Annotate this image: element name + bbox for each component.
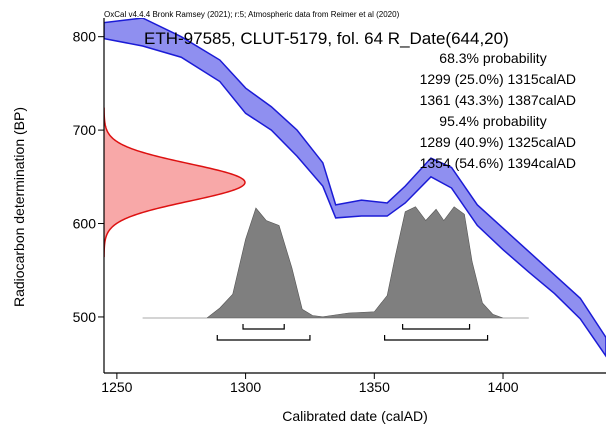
chart-header: OxCal v4.4.4 Bronk Ramsey (2021); r:5; A… [104,10,400,19]
y-tick-label: 500 [73,309,97,325]
y-tick-label: 600 [73,216,97,232]
x-axis-label: Calibrated date (calAD) [282,408,428,424]
x-tick-label: 1250 [101,379,132,395]
probability-line: 68.3% probability [439,50,546,66]
axis-ticks: 1250 1300 1350 1400 500 600 700 800 [73,29,519,395]
y-axis-label: Radiocarbon determination (BP) [11,107,27,307]
probability-line: 95.4% probability [439,113,546,129]
probability-range-bars [216,324,489,341]
posterior-distribution [142,206,529,319]
range-68-bracket [242,324,285,330]
plot-area [104,18,606,358]
range-95-bracket [384,335,489,341]
x-tick-label: 1350 [359,379,390,395]
y-tick-label: 700 [73,122,97,138]
range-95-bracket [216,335,311,341]
chart-title: ETH-97585, CLUT-5179, fol. 64 R_Date(644… [144,29,509,48]
x-tick-label: 1300 [230,379,261,395]
probability-line: 1361 (43.3%) 1387calAD [420,92,576,108]
probability-line: 1299 (25.0%) 1315calAD [420,71,576,87]
probability-line: 1289 (40.9%) 1325calAD [420,134,576,150]
radiocarbon-distribution [104,107,245,258]
probability-line: 1354 (54.6%) 1394calAD [420,155,576,171]
y-tick-label: 800 [73,29,97,45]
calibration-curve-band [104,18,606,358]
range-68-bracket [402,324,471,330]
radiocarbon-distribution-outline [104,107,246,258]
x-tick-label: 1400 [487,379,518,395]
probability-summary: 68.3% probability 1299 (25.0%) 1315calAD 1… [420,50,576,171]
